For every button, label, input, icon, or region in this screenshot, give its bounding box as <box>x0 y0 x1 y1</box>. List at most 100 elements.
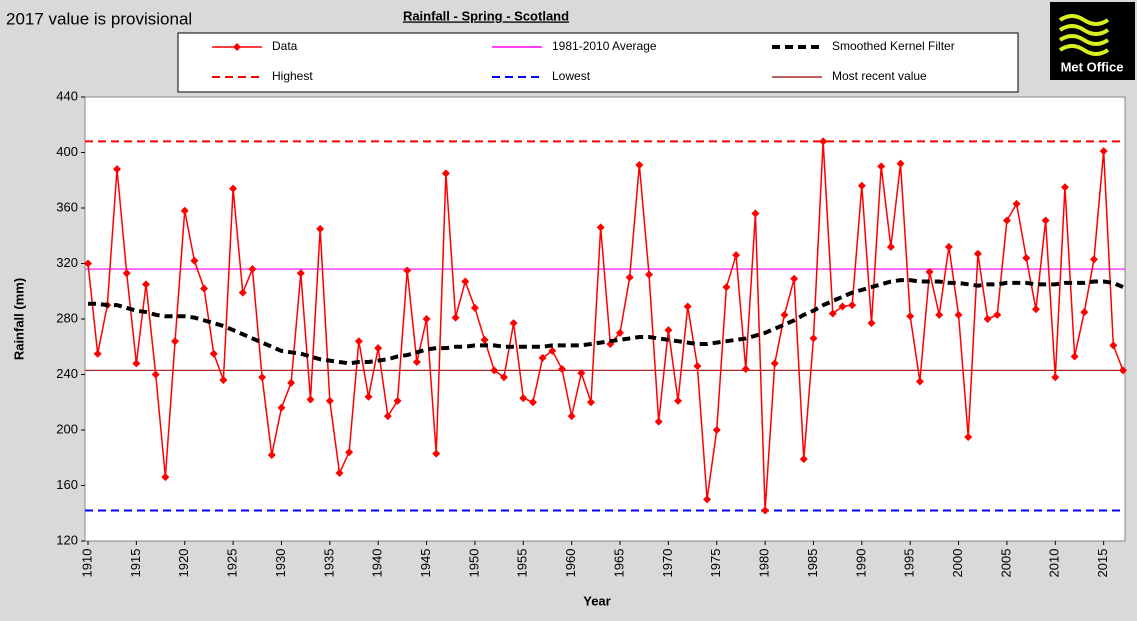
series-line <box>87 141 1124 511</box>
data-point <box>790 274 799 283</box>
y-tick-label: 320 <box>56 255 78 270</box>
x-tick-label: 1915 <box>128 549 143 578</box>
x-tick-label: 1955 <box>515 549 530 578</box>
data-point <box>403 266 412 275</box>
legend-label: 1981-2010 Average <box>552 39 657 53</box>
data-point <box>122 269 131 278</box>
data-point <box>354 337 363 346</box>
data-point <box>886 242 895 251</box>
logo-waves <box>1058 14 1110 56</box>
x-tick-label: 1940 <box>370 549 385 578</box>
y-tick-label: 160 <box>56 477 78 492</box>
data-point <box>712 426 721 434</box>
x-axis-label: Year <box>583 593 610 608</box>
data-point <box>625 273 634 282</box>
data-point <box>751 209 760 218</box>
x-tick-label: 1935 <box>321 549 336 578</box>
data-point <box>325 396 334 405</box>
data-point <box>596 223 605 232</box>
data-point <box>925 267 934 276</box>
data-point <box>238 288 247 297</box>
data-point <box>548 346 557 355</box>
data-point <box>877 162 886 171</box>
series-line <box>88 278 1124 366</box>
data-point <box>229 184 238 193</box>
data-point <box>519 394 528 403</box>
data-point <box>132 359 141 368</box>
x-tick-label: 1945 <box>418 549 433 578</box>
x-tick-label: 2015 <box>1095 549 1110 578</box>
data-point <box>84 259 92 268</box>
data-point <box>335 469 344 478</box>
data-point <box>151 370 160 379</box>
data-point <box>1080 308 1089 317</box>
data-point <box>499 373 508 382</box>
logo-text: Met Office <box>1061 59 1124 74</box>
data-point <box>770 359 779 368</box>
data-point <box>799 455 808 464</box>
data-point <box>819 137 828 146</box>
data-point <box>1041 216 1050 225</box>
data-point <box>693 362 702 371</box>
data-point <box>973 249 982 258</box>
data-point <box>557 364 566 373</box>
data-point <box>1002 216 1011 225</box>
data-point <box>761 506 770 515</box>
data-point <box>383 412 392 421</box>
data-point <box>993 310 1002 319</box>
data-point <box>93 349 102 358</box>
data-point <box>964 432 973 441</box>
y-axis-label: Rainfall (mm) <box>11 278 26 360</box>
data-point <box>1012 199 1021 208</box>
data-point <box>364 392 373 401</box>
x-tick-label: 1980 <box>757 549 772 578</box>
data-point <box>857 181 866 190</box>
data-point <box>1022 253 1031 262</box>
legend-label: Smoothed Kernel Filter <box>832 39 955 53</box>
data-point <box>828 309 837 318</box>
data-point <box>732 251 741 260</box>
chart-title: Rainfall - Spring - Scotland <box>403 8 569 23</box>
data-point <box>538 353 547 362</box>
x-tick-label: 2005 <box>998 549 1013 578</box>
plot-area <box>84 96 1126 542</box>
data-point <box>906 312 915 321</box>
data-point <box>258 373 267 382</box>
data-point <box>296 269 305 278</box>
data-point <box>741 364 750 373</box>
data-point <box>915 377 924 386</box>
data-point <box>664 326 673 335</box>
data-point <box>461 277 470 286</box>
x-tick-label: 1950 <box>466 549 481 578</box>
data-point <box>451 313 460 322</box>
logo-box <box>1050 2 1135 80</box>
note: 2017 value is provisional <box>6 9 192 28</box>
data-point <box>209 349 218 358</box>
x-tick-label: 1910 <box>79 549 94 578</box>
x-tick-label: 1925 <box>225 549 240 578</box>
legend-label: Highest <box>272 69 313 83</box>
data-point <box>422 315 431 323</box>
data-point <box>171 337 180 346</box>
legend-label: Most recent value <box>832 69 927 83</box>
data-point <box>944 242 953 251</box>
data-point <box>113 165 122 174</box>
x-tick-label: 1965 <box>611 549 626 578</box>
x-tick-label: 2010 <box>1047 549 1062 578</box>
data-point <box>896 159 905 168</box>
y-tick-label: 280 <box>56 310 78 325</box>
data-point <box>809 334 818 343</box>
data-point <box>935 310 944 319</box>
data-point <box>954 310 963 319</box>
data-point <box>374 344 383 353</box>
data-point <box>412 358 421 367</box>
y-tick-label: 440 <box>56 88 78 103</box>
data-point <box>867 319 876 328</box>
data-point <box>674 396 683 405</box>
x-tick-label: 1970 <box>660 549 675 578</box>
data-point <box>1119 366 1127 375</box>
x-tick-label: 1985 <box>805 549 820 578</box>
data-point <box>683 302 692 311</box>
